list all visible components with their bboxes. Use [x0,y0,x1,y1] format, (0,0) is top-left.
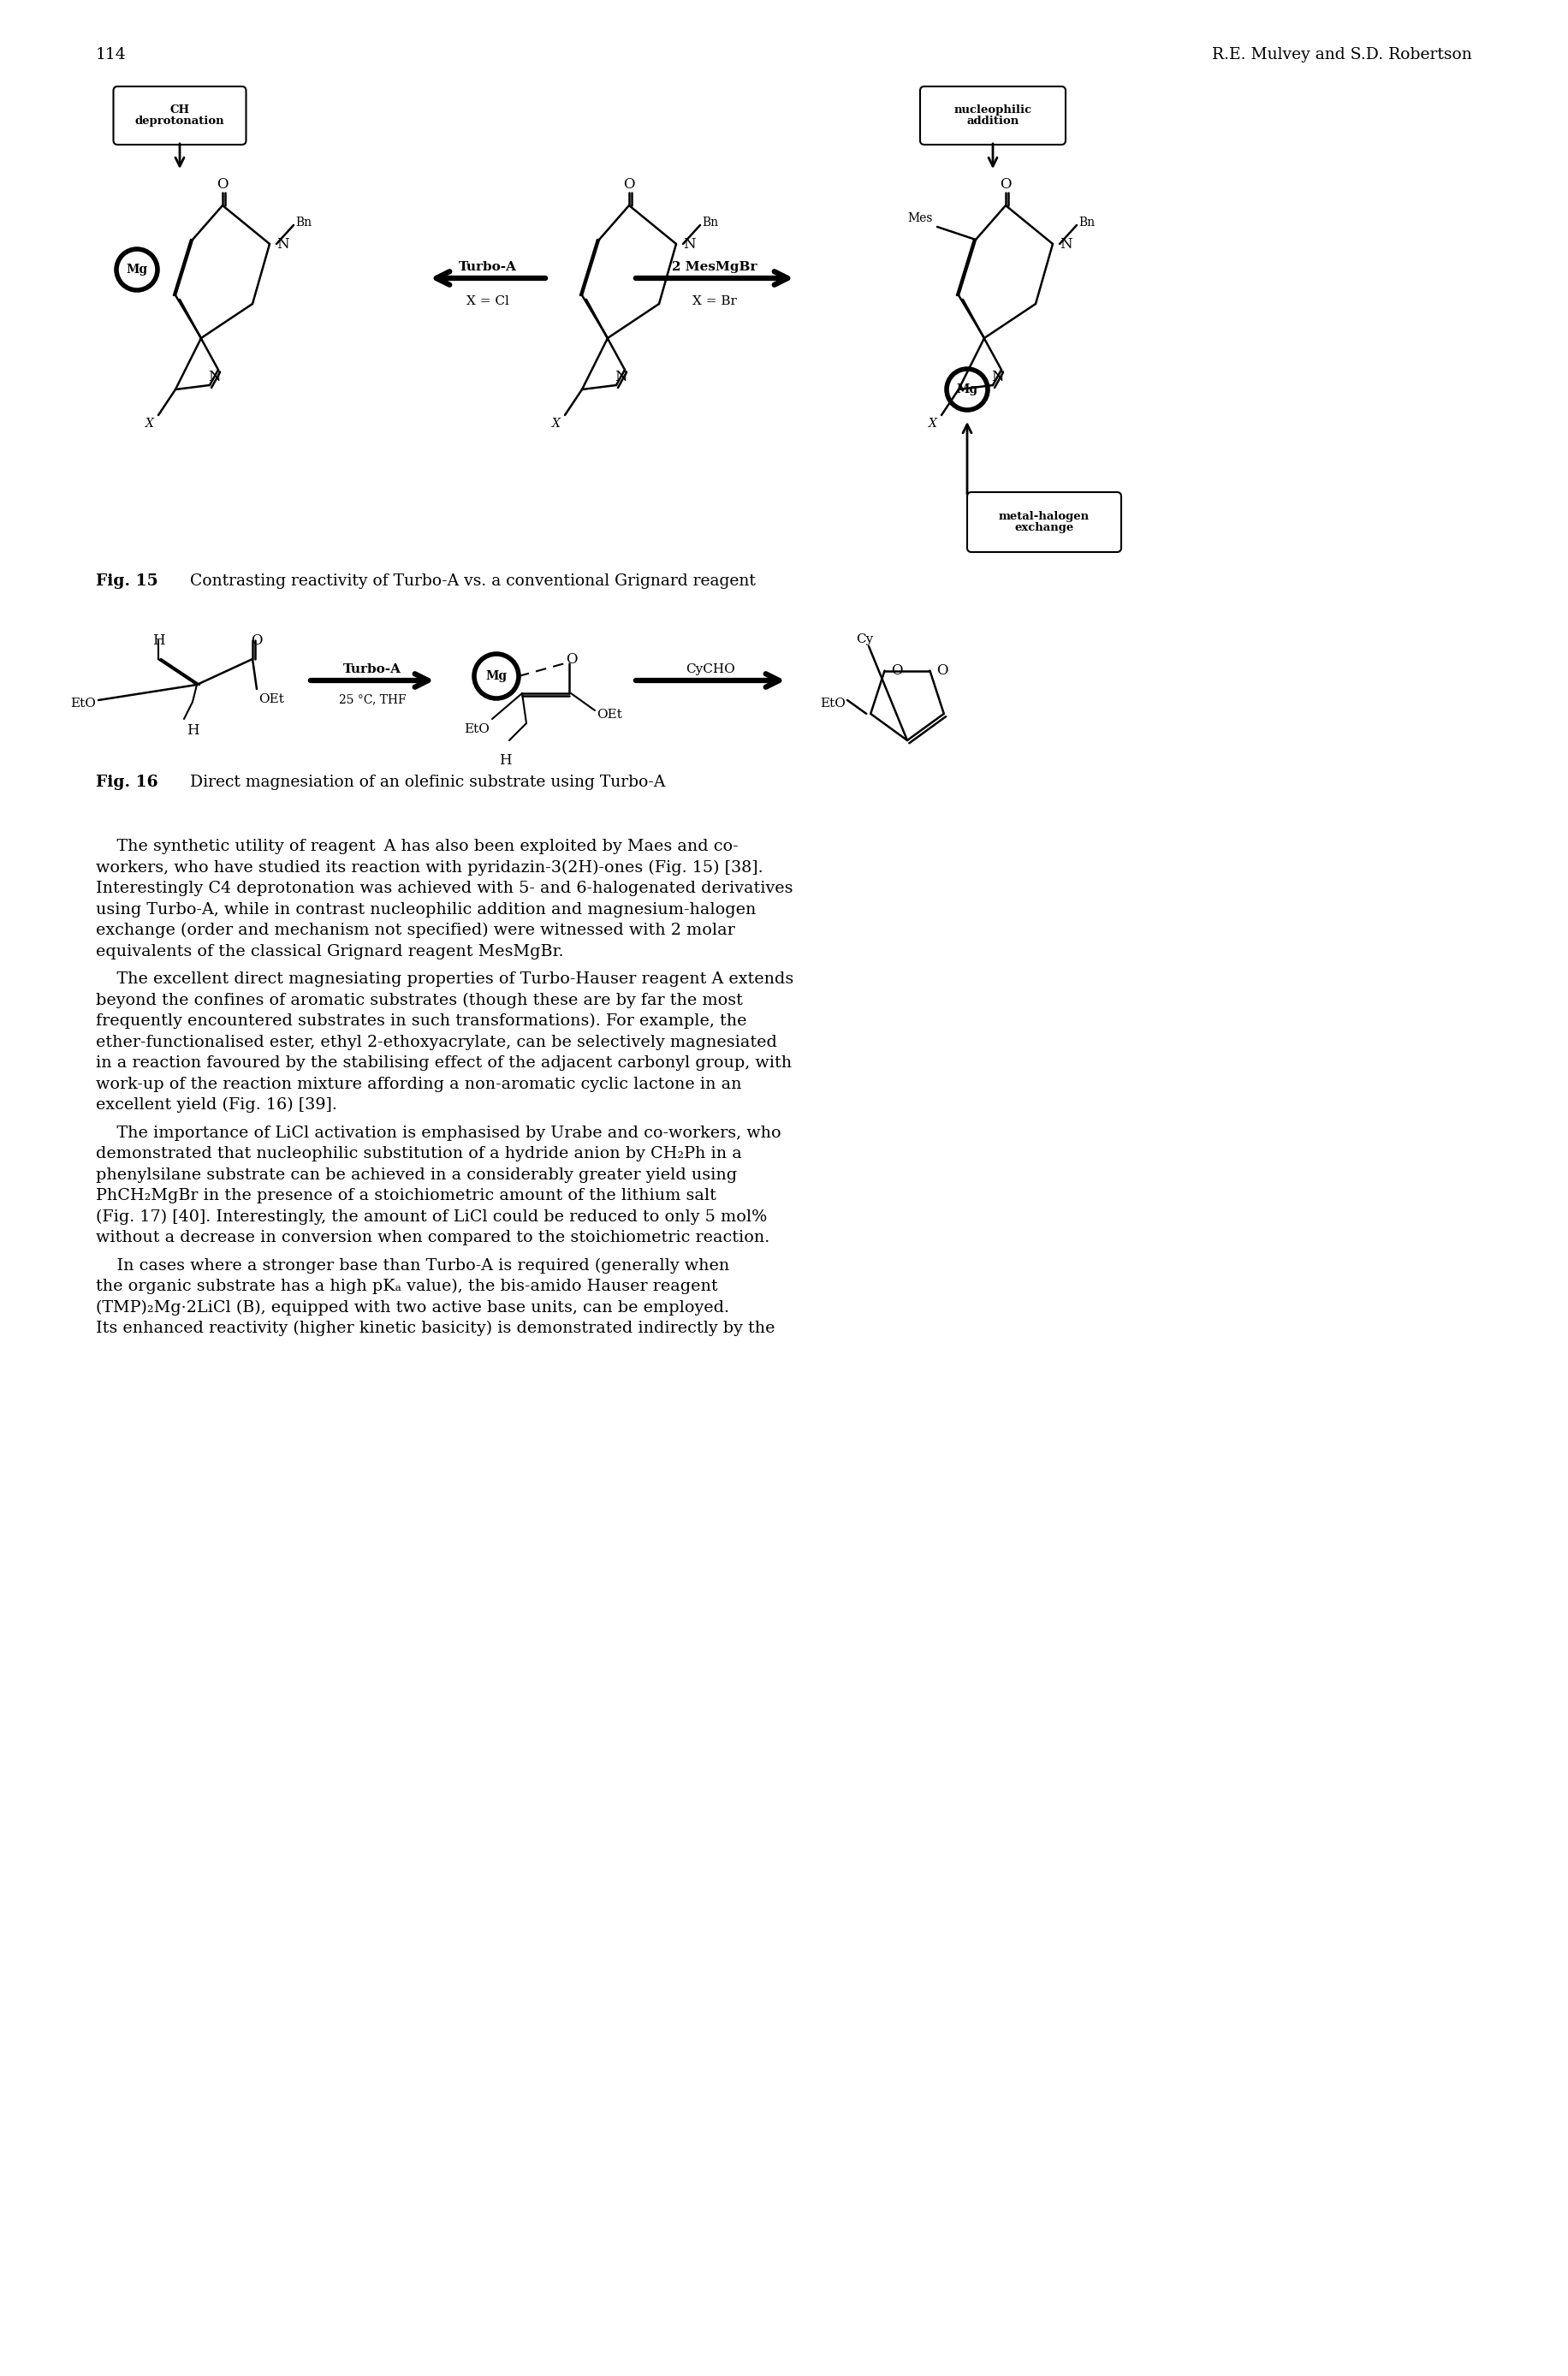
Text: X = Cl: X = Cl [467,295,510,307]
Text: frequently encountered substrates in such transformations). For example, the: frequently encountered substrates in suc… [96,1015,746,1029]
Text: exchange (order and mechanism not specified) were witnessed with 2 molar: exchange (order and mechanism not specif… [96,922,735,939]
Text: X = Br: X = Br [693,295,737,307]
Text: O: O [1000,176,1011,192]
Text: N: N [991,368,1004,385]
Text: H: H [187,722,199,739]
Text: deprotonation: deprotonation [135,116,224,126]
FancyBboxPatch shape [920,86,1066,145]
Text: X: X [552,418,560,430]
Text: Contrasting reactivity of Turbo-A vs. a conventional Grignard reagent: Contrasting reactivity of Turbo-A vs. a … [180,573,756,589]
Text: Interestingly C4 deprotonation was achieved with 5- and 6-halogenated derivative: Interestingly C4 deprotonation was achie… [96,881,793,896]
Text: Mes: Mes [908,211,933,223]
Text: EtO: EtO [820,699,845,710]
Text: The synthetic utility of reagent  A has also been exploited by Maes and co-: The synthetic utility of reagent A has a… [96,839,739,855]
Text: N: N [1060,238,1073,252]
Text: beyond the confines of aromatic substrates (though these are by far the most: beyond the confines of aromatic substrat… [96,993,743,1007]
Text: in a reaction favoured by the stabilising effect of the adjacent carbonyl group,: in a reaction favoured by the stabilisin… [96,1055,792,1072]
Text: EtO: EtO [464,722,489,734]
Text: The excellent direct magnesiating properties of Turbo-Hauser reagent A extends: The excellent direct magnesiating proper… [96,972,793,986]
FancyBboxPatch shape [967,492,1121,551]
Text: H: H [152,634,165,649]
Text: Fig. 15: Fig. 15 [96,573,158,589]
Text: N: N [684,238,696,252]
Text: exchange: exchange [1014,523,1074,532]
Text: phenylsilane substrate can be achieved in a considerably greater yield using: phenylsilane substrate can be achieved i… [96,1167,737,1183]
Text: addition: addition [966,116,1019,126]
Text: Bn: Bn [702,216,718,228]
Text: O: O [566,651,577,668]
Text: metal-halogen: metal-halogen [999,511,1090,523]
Text: X: X [928,418,938,430]
Text: Its enhanced reactivity (higher kinetic basicity) is demonstrated indirectly by : Its enhanced reactivity (higher kinetic … [96,1321,775,1335]
Text: O: O [216,176,229,192]
Text: O: O [251,634,262,649]
Text: EtO: EtO [71,699,96,710]
Text: nucleophilic: nucleophilic [953,105,1032,116]
FancyBboxPatch shape [113,86,246,145]
Text: Mg: Mg [125,264,147,276]
Text: Bn: Bn [1079,216,1094,228]
Text: demonstrated that nucleophilic substitution of a hydride anion by CH₂Ph in a: demonstrated that nucleophilic substitut… [96,1145,742,1162]
Text: using Turbo-A, while in contrast nucleophilic addition and magnesium-halogen: using Turbo-A, while in contrast nucleop… [96,903,756,917]
Text: the organic substrate has a high pKₐ value), the bis-amido Hauser reagent: the organic substrate has a high pKₐ val… [96,1278,718,1295]
Text: Turbo-A: Turbo-A [343,663,401,675]
Text: Cy: Cy [856,634,873,646]
Text: Mg: Mg [956,383,978,394]
Text: without a decrease in conversion when compared to the stoichiometric reaction.: without a decrease in conversion when co… [96,1231,770,1245]
Text: O: O [936,663,949,677]
Text: (TMP)₂Mg·2LiCl (B), equipped with two active base units, can be employed.: (TMP)₂Mg·2LiCl (B), equipped with two ac… [96,1300,729,1316]
Text: X: X [146,418,154,430]
Text: 25 °C, THF: 25 °C, THF [339,694,406,706]
Text: O: O [624,176,635,192]
Text: excellent yield (Fig. 16) [39].: excellent yield (Fig. 16) [39]. [96,1098,337,1112]
Text: 2 MesMgBr: 2 MesMgBr [673,261,757,273]
Text: N: N [207,368,220,385]
Text: N: N [276,238,289,252]
Text: equivalents of the classical Grignard reagent MesMgBr.: equivalents of the classical Grignard re… [96,943,563,960]
Text: OEt: OEt [259,694,284,706]
Text: PhCH₂MgBr in the presence of a stoichiometric amount of the lithium salt: PhCH₂MgBr in the presence of a stoichiom… [96,1188,717,1202]
Text: work-up of the reaction mixture affording a non-aromatic cyclic lactone in an: work-up of the reaction mixture affordin… [96,1076,742,1091]
Text: workers, who have studied its reaction with pyridazin-3(2H)-ones (Fig. 15) [38].: workers, who have studied its reaction w… [96,860,764,874]
Text: 114: 114 [96,48,127,62]
Text: N: N [615,368,627,385]
Text: Fig. 16: Fig. 16 [96,775,158,789]
Text: Bn: Bn [295,216,312,228]
Text: In cases where a stronger base than Turbo-A is required (generally when: In cases where a stronger base than Turb… [96,1257,729,1274]
Text: H: H [499,753,511,767]
Text: The importance of LiCl activation is emphasised by Urabe and co-workers, who: The importance of LiCl activation is emp… [96,1126,781,1140]
Text: Turbo-A: Turbo-A [459,261,517,273]
Text: ether-functionalised ester, ethyl 2-ethoxyacrylate, can be selectively magnesiat: ether-functionalised ester, ethyl 2-etho… [96,1034,778,1050]
Text: OEt: OEt [596,708,622,720]
Text: R.E. Mulvey and S.D. Robertson: R.E. Mulvey and S.D. Robertson [1212,48,1472,62]
Text: O: O [892,663,903,677]
Text: Mg: Mg [486,670,506,682]
Text: Direct magnesiation of an olefinic substrate using Turbo-A: Direct magnesiation of an olefinic subst… [180,775,665,789]
Text: CH: CH [169,105,190,116]
Text: (Fig. 17) [40]. Interestingly, the amount of LiCl could be reduced to only 5 mol: (Fig. 17) [40]. Interestingly, the amoun… [96,1209,767,1224]
Text: CyCHO: CyCHO [685,663,735,675]
